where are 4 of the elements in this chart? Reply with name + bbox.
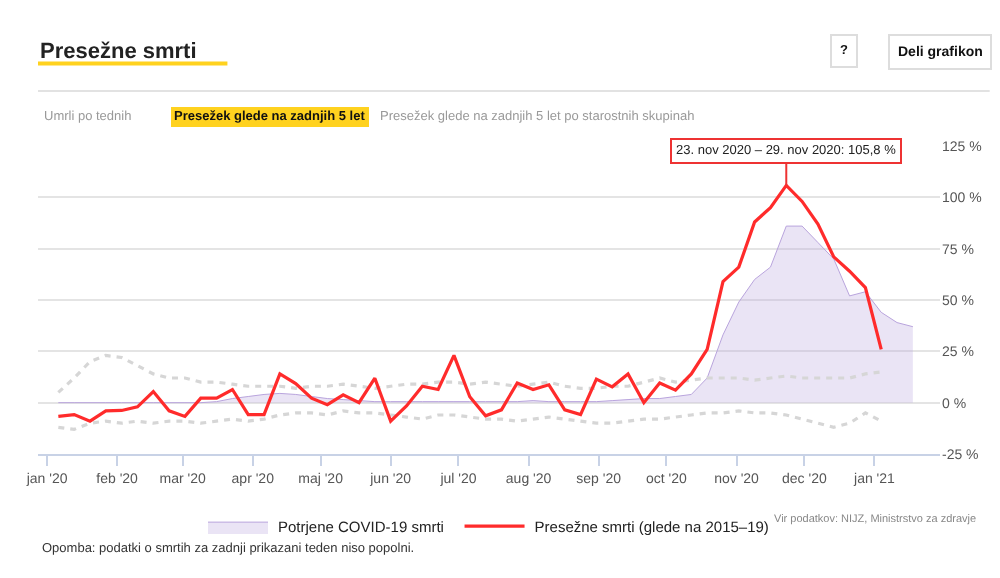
line-series bbox=[56, 409, 883, 431]
line-series bbox=[56, 183, 883, 423]
line-series bbox=[56, 353, 883, 394]
chart-title: Presežne smrti bbox=[40, 40, 197, 64]
